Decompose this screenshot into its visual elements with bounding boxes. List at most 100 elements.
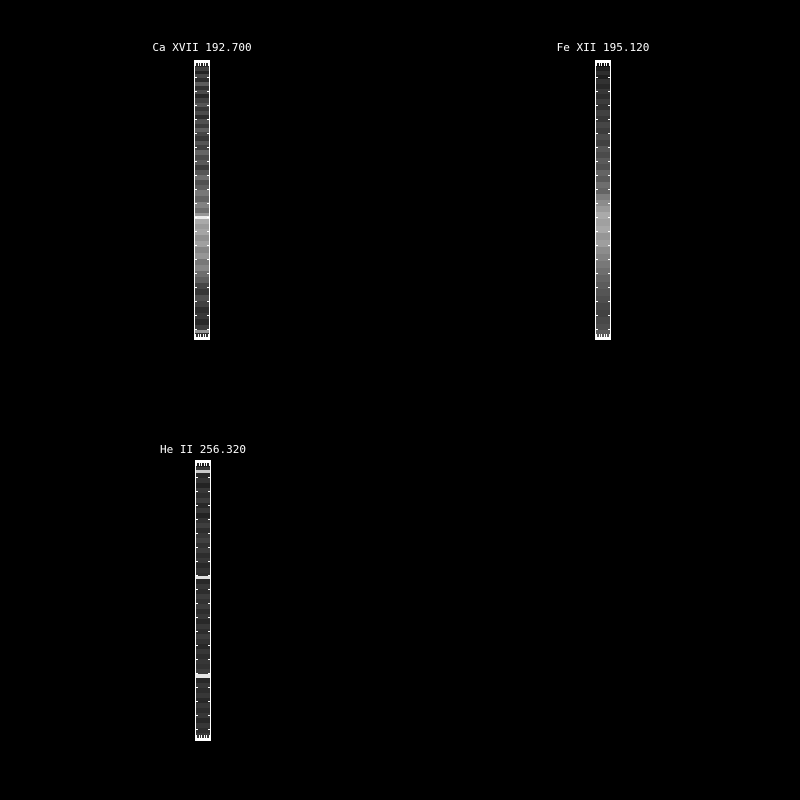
y-axis-tick-right	[208, 701, 210, 702]
y-axis-tick-left	[196, 519, 198, 520]
y-axis-tick-right	[207, 287, 209, 288]
y-axis-tick-right	[207, 91, 209, 92]
strip-band	[596, 152, 610, 158]
strip-band	[596, 146, 610, 152]
y-axis-tick-right	[608, 329, 610, 330]
x-axis-tick-bottom	[201, 735, 202, 738]
strip-band	[196, 733, 210, 738]
strip-band	[596, 219, 610, 226]
strip-band	[596, 128, 610, 134]
strip-band	[195, 247, 209, 253]
y-axis-tick-left	[596, 175, 598, 176]
y-axis-tick-left	[196, 645, 198, 646]
x-axis-tick-bottom	[208, 334, 209, 337]
strip-band	[195, 180, 209, 185]
x-axis-tick-top	[606, 63, 607, 66]
strip-band	[596, 110, 610, 116]
strip-band	[196, 573, 210, 576]
y-axis-tick-right	[207, 77, 209, 78]
strip-band	[195, 224, 209, 229]
y-axis-tick-left	[196, 659, 198, 660]
x-axis-tick-bottom	[203, 334, 204, 337]
x-axis-tick-top	[198, 63, 199, 66]
y-axis-tick-right	[208, 491, 210, 492]
strip-band	[195, 283, 209, 289]
y-axis-tick-left	[596, 287, 598, 288]
x-axis-tick-top	[208, 63, 209, 66]
y-axis-tick-right	[207, 203, 209, 204]
y-axis-tick-right	[208, 533, 210, 534]
strip-band	[596, 194, 610, 200]
y-axis-tick-right	[207, 175, 209, 176]
strip-band	[195, 333, 209, 337]
x-axis-tick-top	[201, 463, 202, 466]
strip-band	[196, 493, 210, 498]
strip-band	[195, 136, 209, 141]
panel-title: Ca XVII 192.700	[152, 41, 252, 54]
strip-band	[196, 533, 210, 538]
y-axis-tick-left	[195, 175, 197, 176]
y-axis-tick-right	[208, 617, 210, 618]
x-axis-tick-bottom	[601, 334, 602, 337]
x-axis-tick-bottom	[209, 735, 210, 738]
strip-band	[195, 313, 209, 319]
strip-band	[195, 196, 209, 202]
strip-band	[596, 303, 610, 310]
y-axis-tick-left	[195, 287, 197, 288]
y-axis-tick-left	[596, 119, 598, 120]
strip-band	[196, 483, 210, 488]
y-axis-tick-right	[608, 133, 610, 134]
strip-band	[596, 282, 610, 289]
strip-band	[596, 71, 610, 75]
y-axis-tick-right	[208, 729, 210, 730]
y-axis-tick-right	[208, 687, 210, 688]
y-axis-tick-right	[207, 231, 209, 232]
strip-band	[596, 94, 610, 99]
y-axis-tick-right	[608, 77, 610, 78]
strip-band	[596, 268, 610, 275]
panel-title: Fe XII 195.120	[556, 41, 650, 54]
strip-band	[195, 307, 209, 313]
y-axis-tick-right	[608, 273, 610, 274]
y-axis-tick-right	[207, 315, 209, 316]
y-axis-tick-right	[207, 133, 209, 134]
strip-band	[596, 134, 610, 140]
strip-band	[195, 271, 209, 277]
strip-band	[196, 619, 210, 624]
x-axis-top	[194, 60, 210, 63]
y-axis-tick-left	[596, 329, 598, 330]
x-axis-tick-top	[195, 63, 196, 66]
y-axis-tick-left	[195, 105, 197, 106]
strip-band	[596, 247, 610, 254]
strip-band	[196, 548, 210, 553]
strip-band	[596, 170, 610, 176]
y-axis-tick-right	[608, 231, 610, 232]
strip-band	[196, 579, 210, 584]
strip-band	[195, 128, 209, 132]
y-axis-tick-right	[608, 105, 610, 106]
strip-band	[195, 107, 209, 111]
strip-band	[196, 463, 210, 467]
y-axis-tick-right	[208, 575, 210, 576]
y-axis-tick-left	[196, 561, 198, 562]
y-axis-tick-left	[596, 77, 598, 78]
strip-band	[596, 275, 610, 282]
x-axis-tick-bottom	[596, 334, 597, 337]
strip-band	[596, 233, 610, 240]
y-axis-tick-left	[196, 603, 198, 604]
strip-band	[196, 609, 210, 614]
strip-band	[196, 518, 210, 523]
y-axis-tick-left	[196, 575, 198, 576]
strip-band	[196, 718, 210, 723]
y-axis-tick-left	[195, 329, 197, 330]
strip-band	[596, 122, 610, 128]
strip-band	[196, 604, 210, 609]
strip-band	[195, 289, 209, 295]
raster-strip-fe-xii	[595, 60, 611, 340]
y-axis-tick-right	[608, 175, 610, 176]
strip-band	[196, 654, 210, 659]
strip-band	[196, 478, 210, 483]
y-axis-tick-right	[207, 245, 209, 246]
strip-band	[195, 219, 209, 224]
